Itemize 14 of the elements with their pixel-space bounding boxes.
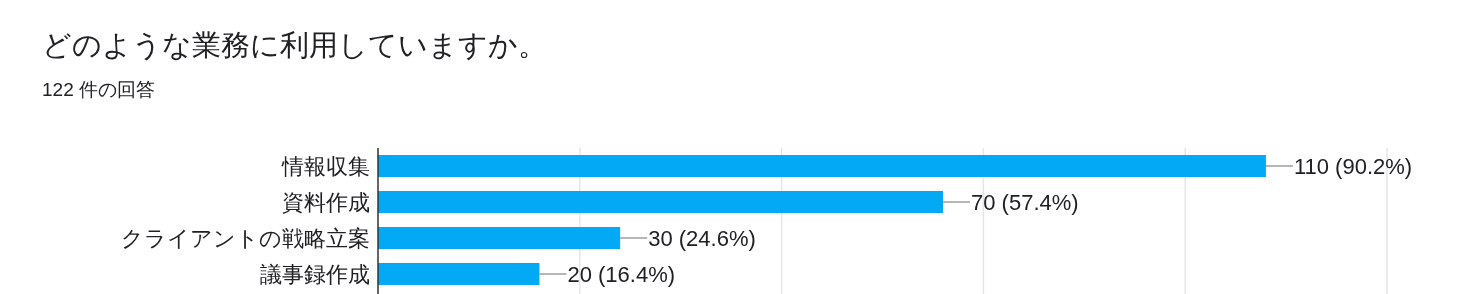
bar <box>378 191 944 213</box>
bar <box>378 155 1266 177</box>
bar <box>378 227 621 249</box>
y-tick-label: 資料作成 <box>282 190 370 215</box>
chart-title: どのような業務に利用していますか。 <box>42 29 547 61</box>
data-label: 30 (24.6%) <box>648 226 756 251</box>
y-tick-label: 議事録作成 <box>260 262 370 287</box>
data-label: 20 (16.4%) <box>567 262 676 287</box>
bar <box>378 263 540 285</box>
y-tick-label: 情報収集 <box>281 154 370 179</box>
y-tick-label: クライアントの戦略立案 <box>121 226 370 251</box>
text: 122 件の回答 <box>42 79 155 100</box>
data-label: 110 (90.2%) <box>1293 154 1413 179</box>
data-label: 70 (57.4%) <box>971 190 1079 215</box>
